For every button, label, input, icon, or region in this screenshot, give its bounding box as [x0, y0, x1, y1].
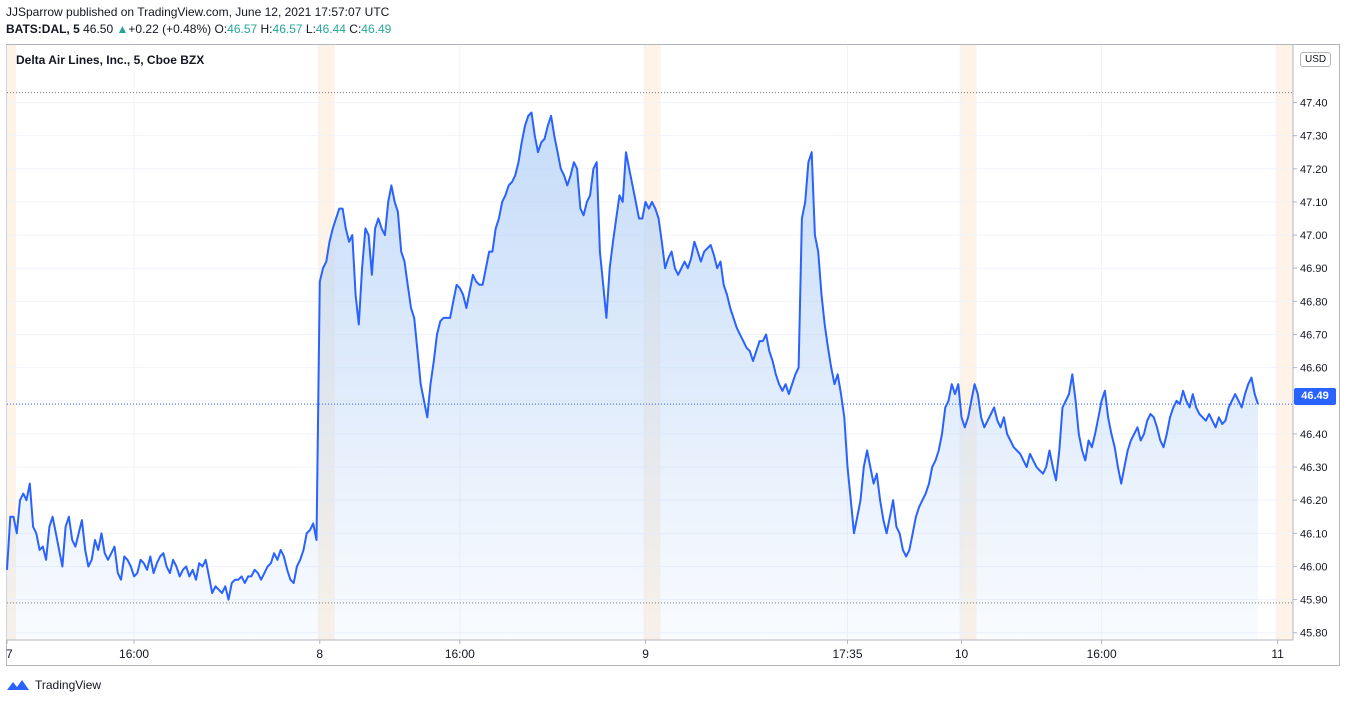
y-tick-label: 46.00: [1300, 561, 1328, 573]
y-tick-label: 47.00: [1300, 230, 1328, 242]
x-tick-label: 16:00: [445, 647, 475, 661]
y-tick-label: 47.10: [1300, 197, 1328, 209]
close-label: C:: [349, 22, 362, 36]
high-value: 46.57: [272, 22, 303, 36]
y-tick-label: 46.30: [1300, 462, 1328, 474]
change-arrow-icon: ▲: [116, 22, 129, 36]
open-value: 46.57: [227, 22, 258, 36]
low-label: L:: [305, 22, 316, 36]
y-tick-label: 46.90: [1300, 263, 1328, 275]
y-tick-label: 47.40: [1300, 98, 1328, 110]
y-tick-label: 45.90: [1300, 595, 1328, 607]
price-area: [7, 112, 1258, 640]
footer: TradingView: [6, 678, 101, 692]
y-tick-label: 45.80: [1300, 628, 1328, 640]
low-value: 46.44: [315, 22, 346, 36]
symbol[interactable]: BATS:DAL, 5: [6, 22, 80, 36]
y-tick-label: 46.10: [1300, 528, 1328, 540]
x-tick-label: 11: [1271, 647, 1284, 661]
brand-name[interactable]: TradingView: [35, 678, 102, 692]
publisher-line: JJSparrow published on TradingView.com, …: [6, 5, 390, 19]
chart-title: Delta Air Lines, Inc., 5, Cboe BZX: [16, 53, 205, 67]
price-line: [6, 111, 1259, 601]
change-value: +0.22 (+0.48%): [128, 22, 212, 36]
y-tick-label: 46.40: [1300, 429, 1328, 441]
x-tick-label: 7: [6, 647, 13, 661]
session-band: [1275, 45, 1293, 640]
last-price-badge: 46.49: [1294, 388, 1336, 405]
x-tick-label: 16:00: [1087, 647, 1117, 661]
y-tick-label: 47.20: [1300, 164, 1328, 176]
y-tick-label: 46.20: [1300, 495, 1328, 507]
currency-label[interactable]: USD: [1300, 52, 1332, 67]
last-price: 46.50: [83, 22, 114, 36]
y-tick-label: 46.60: [1300, 363, 1328, 375]
close-value: 46.49: [361, 22, 392, 36]
x-tick-label: 10: [955, 647, 969, 661]
high-label: H:: [260, 22, 273, 36]
tradingview-logo-icon[interactable]: [6, 678, 30, 692]
x-tick-label: 17:35: [833, 647, 863, 661]
x-tick-label: 9: [642, 647, 649, 661]
y-tick-label: 46.70: [1300, 329, 1328, 341]
x-tick-label: 16:00: [119, 647, 149, 661]
session-band: [7, 45, 16, 640]
y-tick-label: 46.80: [1300, 296, 1328, 308]
ohlc-legend: BATS:DAL, 5 46.50 ▲+0.22 (+0.48%) O:46.5…: [6, 22, 391, 36]
open-label: O:: [214, 22, 228, 36]
x-tick-label: 8: [316, 647, 323, 661]
y-tick-label: 47.30: [1300, 131, 1328, 143]
